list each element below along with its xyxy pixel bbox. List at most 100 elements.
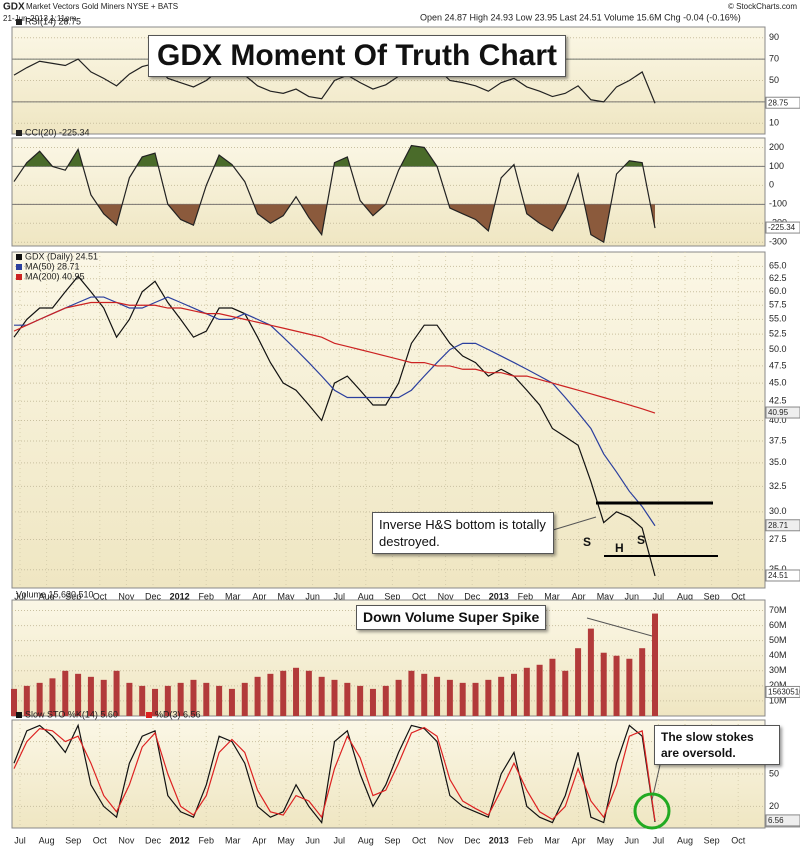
volume-bar (626, 658, 633, 716)
volume-bar (421, 673, 428, 716)
x-tick-label: Dec (145, 835, 162, 845)
legend: Slow STO %K(14) 5.60 (25, 709, 118, 719)
volume-bar (62, 670, 69, 716)
volume-bar (382, 685, 389, 716)
y-tick-label: 100 (769, 161, 784, 171)
x-tick-label: May (597, 835, 615, 845)
volume-bar (536, 664, 543, 716)
volume-bar (639, 648, 646, 716)
panel-background (11, 719, 766, 829)
y-tick-label: 70M (769, 605, 787, 615)
x-tick-label: Apr (572, 591, 586, 601)
x-tick-label: 2013 (489, 835, 509, 845)
x-tick-label: May (277, 591, 295, 601)
pointer (586, 617, 653, 637)
volume-bar (87, 676, 94, 716)
y-tick-label: 25.0 (769, 564, 787, 574)
y-tick-label: 35.0 (769, 457, 787, 467)
date: 21-Jun-2013 1:11pm (3, 14, 77, 23)
x-tick-label: Jul (14, 591, 26, 601)
x-tick-label: Feb (518, 835, 534, 845)
pointer (552, 516, 597, 531)
volume-bar (587, 628, 594, 716)
volume-bar (472, 682, 479, 716)
value-box (765, 221, 800, 234)
x-tick-label: Oct (412, 591, 427, 601)
volume-bar (36, 682, 43, 716)
y-tick-label: 62.5 (769, 273, 787, 283)
y-tick-label: -100 (769, 199, 787, 209)
volume-bar (318, 676, 325, 716)
y-tick-label: 40.0 (769, 415, 787, 425)
legend: MA(200) 40.95 (25, 271, 85, 281)
series-line (13, 723, 656, 825)
x-tick-label: Mar (225, 835, 241, 845)
x-tick-label: Dec (464, 835, 481, 845)
band-fill (14, 145, 655, 167)
x-tick-label: Oct (731, 835, 746, 845)
credit: © StockCharts.com (728, 2, 797, 11)
volume-bar (11, 688, 17, 716)
x-tick-label: Sep (65, 591, 81, 601)
annotation: The slow stokes are oversold. (654, 725, 780, 765)
x-tick-label: Mar (225, 591, 241, 601)
annotation: Inverse H&S bottom is totally destroyed. (372, 512, 554, 554)
pattern-label: H (615, 541, 624, 555)
y-tick-label: 37.5 (769, 435, 787, 445)
y-tick-label: 27.5 (769, 534, 787, 544)
legend-swatch (16, 264, 22, 270)
y-tick-label: 50.0 (769, 344, 787, 354)
y-tick-label: 20 (769, 801, 779, 811)
x-tick-label: Jul (653, 835, 665, 845)
y-tick-label: 65.0 (769, 261, 787, 271)
y-tick-label: 50M (769, 635, 787, 645)
x-tick-label: Oct (412, 835, 427, 845)
x-tick-label: Apr (252, 591, 266, 601)
y-tick-label: 60M (769, 620, 787, 630)
y-tick-label: 200 (769, 142, 784, 152)
x-tick-label: Sep (704, 835, 720, 845)
x-tick-label: Sep (384, 835, 400, 845)
x-tick-label: 2012 (170, 835, 190, 845)
x-tick-label: Sep (65, 835, 81, 845)
series-line (13, 301, 656, 414)
y-tick-label: 0 (769, 180, 774, 190)
value-box (765, 685, 800, 698)
x-tick-label: Aug (39, 835, 55, 845)
annotation: Down Volume Super Spike (356, 605, 547, 630)
y-tick-label: 50 (769, 768, 779, 778)
x-tick-label: Nov (438, 835, 455, 845)
value-box (765, 96, 800, 109)
legend-swatch (16, 274, 22, 280)
volume-bar (126, 682, 133, 716)
x-tick-label: Aug (39, 591, 55, 601)
value-box-label: 15630510 (768, 688, 800, 697)
legend-swatch (16, 19, 22, 25)
y-tick-label: 90 (769, 32, 779, 42)
x-tick-label: Sep (704, 591, 720, 601)
y-tick-label: 40M (769, 650, 787, 660)
value-box (765, 406, 800, 419)
volume-bar (613, 655, 620, 716)
x-tick-label: Jun (305, 835, 320, 845)
series-line (13, 144, 656, 244)
legend-swatch (16, 130, 22, 136)
x-tick-label: Dec (145, 591, 162, 601)
value-box-label: 6.56 (768, 816, 784, 825)
x-tick-label: Dec (464, 591, 481, 601)
y-tick-label: 30.0 (769, 506, 787, 516)
x-tick-label: Jul (14, 835, 26, 845)
volume-bar (49, 678, 56, 716)
y-tick-label: 57.5 (769, 300, 787, 310)
y-tick-label: 52.5 (769, 329, 787, 339)
x-tick-label: Mar (544, 591, 560, 601)
y-tick-label: -300 (769, 237, 787, 247)
legend-swatch (16, 712, 22, 718)
panel-background (11, 137, 766, 247)
x-tick-label: Jun (625, 591, 640, 601)
y-tick-label: 30M (769, 665, 787, 675)
volume-bar (203, 682, 210, 716)
value-box-label: -225.34 (768, 223, 796, 232)
x-tick-label: Jul (333, 835, 345, 845)
